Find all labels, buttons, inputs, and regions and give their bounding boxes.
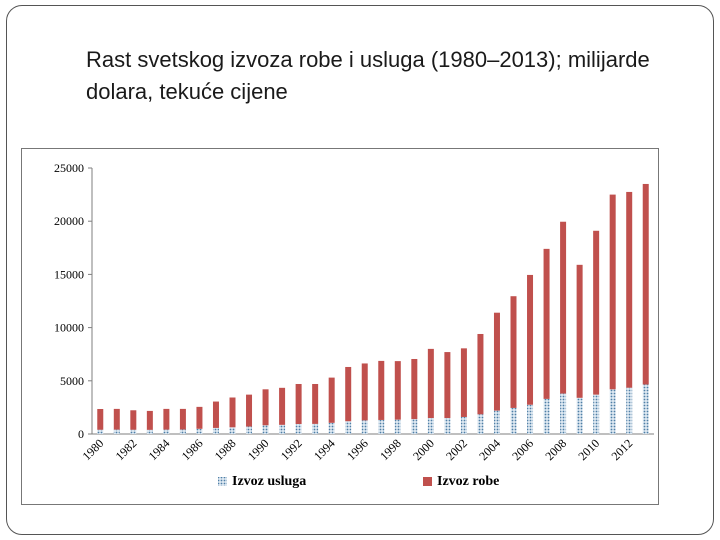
bar-izvoz-robe [146,410,153,430]
bar-izvoz-usluga [312,423,319,434]
bar-izvoz-usluga [609,389,616,434]
y-tick-label: 5000 [60,374,84,388]
bar-izvoz-robe [527,274,534,405]
bar-izvoz-usluga [262,425,269,434]
y-tick-label: 15000 [54,267,84,281]
bar-izvoz-robe [279,387,286,425]
bar-izvoz-usluga [576,397,583,434]
bar-izvoz-usluga [493,410,500,434]
bar-izvoz-robe [560,221,567,394]
x-tick-label: 1982 [113,436,140,463]
bar-izvoz-robe [411,358,418,420]
x-tick-label: 2010 [575,436,602,463]
bar-izvoz-usluga [560,393,567,434]
bar-izvoz-usluga [593,394,600,434]
bar-izvoz-usluga [460,416,467,434]
bar-izvoz-usluga [179,429,186,434]
bar-izvoz-robe [493,312,500,411]
bar-izvoz-usluga [394,419,401,434]
bar-izvoz-usluga [427,418,434,434]
bar-izvoz-robe [444,352,451,419]
legend-swatch-izvoz-usluga [218,477,227,486]
legend-label-izvoz-usluga: Izvoz usluga [232,474,306,489]
x-tick-label: 1994 [311,436,338,463]
bar-izvoz-robe [460,348,467,417]
bar-izvoz-robe [576,264,583,398]
chart-frame: 0 5000 10000 15000 20000 25000 1980 1982 1984 19… [21,148,659,505]
bar-izvoz-usluga [279,424,286,434]
bar-izvoz-usluga [295,423,302,434]
x-tick-label: 1984 [146,436,173,463]
bar-izvoz-robe [427,348,434,419]
bar-izvoz-robe [295,383,302,424]
bar-izvoz-robe [394,361,401,420]
y-tick-label: 0 [78,427,84,441]
bar-izvoz-robe [477,333,484,415]
bar-izvoz-robe [130,410,137,430]
bar-izvoz-usluga [527,404,534,434]
bar-izvoz-usluga [345,421,352,434]
bar-izvoz-robe [196,406,203,429]
bar-izvoz-robe [642,183,649,385]
slide-title: Rast svetskog izvoza robe i usluga (1980… [86,47,650,104]
y-tick-label: 20000 [54,214,84,228]
x-tick-label: 2012 [608,436,635,463]
x-tick-label: 2004 [476,436,503,463]
bar-izvoz-robe [113,408,120,430]
bar-izvoz-usluga [411,419,418,434]
x-tick-label: 2006 [509,436,536,463]
x-tick-label: 2000 [410,436,437,463]
bar-izvoz-usluga [626,387,633,434]
bar-izvoz-robe [262,389,269,426]
bar-izvoz-usluga [543,398,550,434]
bar-izvoz-usluga [444,418,451,434]
bar-izvoz-usluga [378,419,385,434]
bar-izvoz-robe [229,397,236,428]
bar-izvoz-robe [312,383,319,424]
bar-izvoz-usluga [361,420,368,434]
bar-izvoz-usluga [510,407,517,434]
bar-izvoz-robe [345,366,352,422]
x-tick-label: 1998 [377,436,404,463]
bar-izvoz-usluga [163,429,170,434]
bar-izvoz-robe [593,230,600,395]
bar-izvoz-robe [246,394,253,427]
bar-izvoz-robe [328,377,335,423]
x-tick-label: 2002 [443,436,470,463]
bar-izvoz-usluga [97,429,104,434]
bar-izvoz-robe [609,194,616,390]
legend-label-izvoz-robe: Izvoz robe [437,474,499,489]
x-tick-label: 1990 [245,436,272,463]
bar-izvoz-robe [179,408,186,430]
bar-izvoz-robe [212,401,219,428]
y-tick-label: 10000 [54,321,84,335]
bar-izvoz-usluga [196,428,203,434]
y-tick-label: 25000 [54,161,84,175]
bar-izvoz-robe [626,191,633,388]
bar-izvoz-robe [378,360,385,420]
x-tick-label: 2008 [542,436,569,463]
bar-izvoz-robe [543,248,550,399]
bar-izvoz-robe [510,296,517,408]
bar-izvoz-robe [97,408,104,430]
bar-izvoz-usluga [246,426,253,434]
x-tick-label: 1992 [278,436,305,463]
legend-swatch-izvoz-robe [423,477,432,486]
bar-izvoz-usluga [130,429,137,434]
bar-izvoz-usluga [212,427,219,434]
bar-izvoz-robe [163,408,170,430]
bar-izvoz-usluga [229,427,236,434]
bar-izvoz-robe [361,363,368,421]
bar-izvoz-usluga [328,422,335,434]
bar-izvoz-usluga [113,429,120,434]
x-tick-label: 1986 [179,436,206,463]
x-tick-label: 1996 [344,436,371,463]
bar-izvoz-usluga [477,414,484,434]
x-tick-label: 1988 [212,436,239,463]
bar-izvoz-usluga [146,429,153,434]
bar-izvoz-usluga [642,384,649,434]
